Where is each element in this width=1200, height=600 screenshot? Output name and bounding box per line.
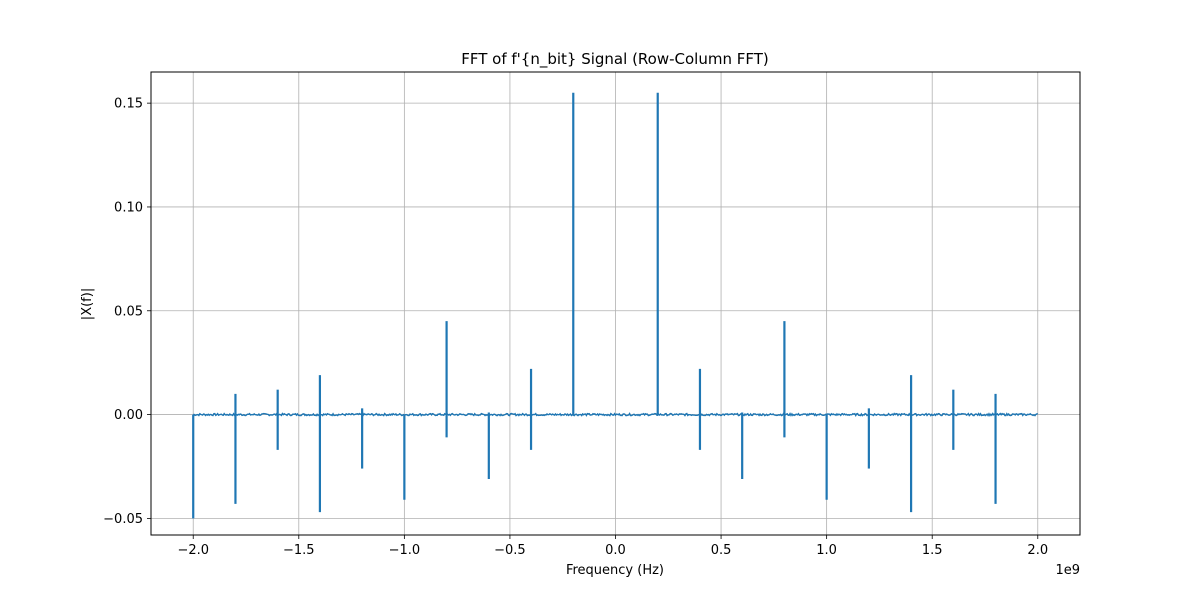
y-axis: −0.05 0.00 0.05 0.10 0.15	[103, 97, 151, 527]
x-tick-label: 0.0	[605, 543, 626, 558]
y-tick-label: −0.05	[103, 512, 143, 527]
y-tick-label: 0.15	[114, 97, 143, 112]
x-tick-label: −2.0	[177, 543, 209, 558]
x-axis-offset-label: 1e9	[1055, 563, 1080, 578]
x-tick-label: −1.0	[389, 543, 421, 558]
x-tick-label: 2.0	[1027, 543, 1048, 558]
y-tick-label: 0.00	[114, 408, 143, 423]
series-baseline	[193, 412, 1038, 418]
x-tick-label: −1.5	[283, 543, 315, 558]
x-axis: −2.0 −1.5 −1.0 −0.5 0.0 0.5 1.0 1.5 2.0	[177, 535, 1048, 558]
series-layer	[192, 92, 1038, 519]
x-tick-label: 1.0	[816, 543, 837, 558]
y-tick-label: 0.10	[114, 200, 143, 215]
x-tick-label: 0.5	[711, 543, 732, 558]
y-tick-label: 0.05	[114, 304, 143, 319]
x-tick-label: −0.5	[494, 543, 526, 558]
x-tick-label: 1.5	[922, 543, 943, 558]
x-axis-label: Frequency (Hz)	[566, 563, 664, 578]
y-axis-label: |X(f)|	[80, 288, 95, 320]
chart-title: FFT of f'{n_bit} Signal (Row-Column FFT)	[461, 50, 769, 69]
